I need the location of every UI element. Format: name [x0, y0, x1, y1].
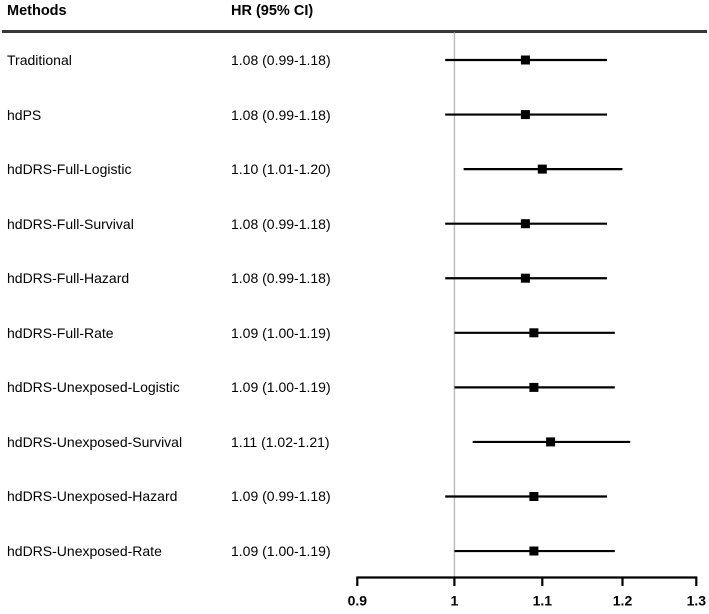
hr-ci-value: 1.09 (1.00-1.19) — [231, 543, 331, 560]
table-row: hdDRS-Unexposed-Rate 1.09 (1.00-1.19) — [0, 541, 360, 561]
hr-ci-value: 1.09 (0.99-1.18) — [231, 488, 331, 505]
hr-ci-value: 1.08 (0.99-1.18) — [231, 52, 331, 68]
hr-ci-value: 1.08 (0.99-1.18) — [231, 270, 331, 287]
hr-ci-column-header: HR (95% CI) — [231, 3, 314, 19]
point-estimate-marker — [529, 492, 539, 501]
x-axis-tick-label: 1.3 — [687, 593, 707, 609]
point-estimate-marker — [520, 55, 530, 65]
table-row: hdDRS-Full-Logistic 1.10 (1.01-1.20) — [0, 159, 360, 179]
method-label: hdDRS-Unexposed-Hazard — [7, 488, 178, 505]
method-label: hdDRS-Full-Logistic — [7, 161, 132, 178]
table-row: hdPS 1.08 (0.99-1.18) — [0, 105, 360, 125]
point-estimate-marker — [529, 328, 539, 338]
hr-ci-value: 1.09 (1.00-1.19) — [231, 324, 331, 341]
point-estimate-marker — [546, 437, 556, 447]
method-label: Traditional — [7, 52, 72, 68]
method-label: hdDRS-Full-Survival — [7, 215, 134, 232]
methods-column-header: Methods — [7, 3, 67, 19]
method-label: hdDRS-Unexposed-Rate — [7, 543, 162, 560]
method-label: hdDRS-Unexposed-Survival — [7, 433, 183, 450]
hr-ci-value: 1.11 (1.02-1.21) — [231, 433, 330, 450]
table-row: hdDRS-Full-Hazard 1.08 (0.99-1.18) — [0, 268, 360, 288]
point-estimate-marker — [520, 110, 530, 120]
table-row: Traditional 1.08 (0.99-1.18) — [0, 50, 360, 70]
point-estimate-marker — [529, 546, 539, 556]
table-row: hdDRS-Unexposed-Survival 1.11 (1.02-1.21) — [0, 432, 360, 452]
hr-ci-value: 1.08 (0.99-1.18) — [231, 215, 331, 232]
point-estimate-marker — [520, 273, 530, 283]
x-axis-tick-label: 1 — [451, 593, 459, 609]
x-axis-tick-label: 1.2 — [613, 593, 633, 609]
method-label: hdPS — [7, 106, 42, 123]
hr-ci-value: 1.09 (1.00-1.19) — [231, 379, 331, 396]
table-row: hdDRS-Unexposed-Hazard 1.09 (0.99-1.18) — [0, 486, 360, 506]
table-row: hdDRS-Full-Survival 1.08 (0.99-1.18) — [0, 214, 360, 234]
x-axis-tick-label: 1.1 — [533, 593, 553, 609]
method-label: hdDRS-Full-Hazard — [7, 270, 130, 287]
point-estimate-marker — [529, 382, 539, 392]
point-estimate-marker — [520, 219, 530, 229]
method-label: hdDRS-Full-Rate — [7, 324, 114, 341]
method-label: hdDRS-Unexposed-Logistic — [7, 379, 180, 396]
table-row: hdDRS-Full-Rate 1.09 (1.00-1.19) — [0, 323, 360, 343]
hr-ci-value: 1.08 (0.99-1.18) — [231, 106, 331, 123]
point-estimate-marker — [537, 164, 547, 174]
header-divider-line — [2, 30, 707, 33]
hr-ci-value: 1.10 (1.01-1.20) — [231, 161, 331, 178]
table-row: hdDRS-Unexposed-Logistic 1.09 (1.00-1.19) — [0, 377, 360, 397]
x-axis-tick-label: 0.9 — [348, 593, 368, 609]
